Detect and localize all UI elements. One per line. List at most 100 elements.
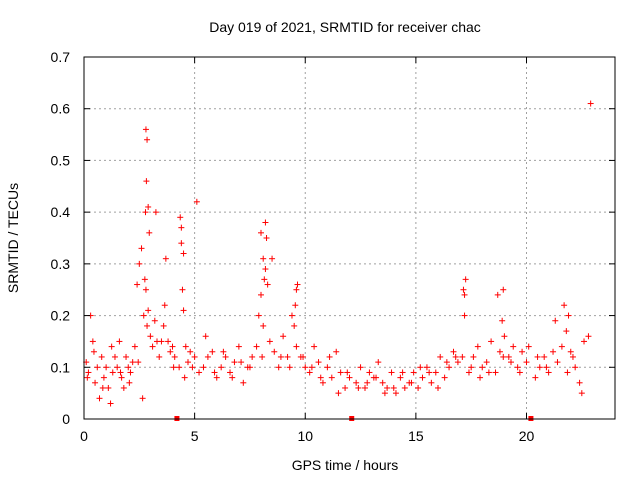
data-point — [308, 364, 315, 371]
data-point — [479, 364, 486, 371]
plot-frame — [83, 56, 616, 420]
data-point — [193, 198, 200, 205]
data-point — [142, 126, 149, 133]
data-point — [261, 276, 268, 283]
data-point — [140, 312, 147, 319]
data-point — [253, 343, 260, 350]
data-point — [258, 291, 264, 298]
data-point — [510, 343, 517, 350]
data-point — [554, 359, 561, 366]
data-point — [450, 348, 457, 355]
data-point — [294, 281, 301, 288]
data-point — [477, 374, 484, 381]
data-point — [397, 374, 404, 381]
data-point — [483, 359, 490, 366]
data-point — [468, 364, 475, 371]
data-point — [552, 317, 559, 324]
data-point — [107, 400, 114, 407]
data-point — [178, 240, 185, 247]
data-point — [470, 353, 477, 360]
x-tick-label: 10 — [297, 428, 313, 444]
data-point — [401, 384, 408, 391]
y-tick-label: 0.7 — [51, 49, 71, 65]
data-point — [541, 353, 548, 360]
data-point — [170, 364, 177, 371]
data-point — [158, 338, 165, 345]
data-point — [99, 384, 106, 391]
data-point — [204, 353, 211, 360]
x-tick-label: 0 — [80, 428, 88, 444]
data-point — [454, 359, 461, 366]
data-point — [144, 136, 151, 143]
data-point — [146, 229, 153, 236]
data-point — [145, 203, 152, 210]
data-point — [500, 353, 507, 360]
data-point — [361, 384, 368, 391]
data-point — [460, 286, 467, 293]
data-point — [344, 369, 351, 376]
data-point — [485, 369, 492, 376]
data-point — [293, 343, 300, 350]
data-point — [246, 364, 253, 371]
data-point — [328, 374, 335, 381]
data-point — [435, 384, 441, 391]
grid-lines — [84, 57, 615, 419]
data-point — [189, 364, 196, 371]
data-point — [161, 302, 168, 309]
data-point — [375, 359, 382, 366]
y-tick-label: 0.3 — [51, 256, 71, 272]
data-point — [280, 333, 287, 340]
data-point — [138, 245, 145, 252]
data-point — [131, 343, 138, 350]
data-point — [419, 374, 426, 381]
data-point — [536, 364, 543, 371]
data-point — [160, 322, 167, 329]
data-point — [293, 286, 300, 293]
y-axis-label: SRMTID / TECUs — [5, 183, 21, 293]
data-point — [319, 379, 326, 386]
data-point — [462, 276, 469, 283]
data-point — [144, 322, 151, 329]
data-point — [428, 379, 435, 386]
data-point — [379, 379, 386, 386]
data-point — [105, 384, 112, 391]
data-point — [156, 353, 163, 360]
data-point — [149, 343, 156, 350]
data-point — [181, 374, 188, 381]
x-axis-label: GPS time / hours — [292, 457, 399, 473]
data-point — [578, 390, 585, 397]
data-point — [196, 369, 203, 376]
data-point — [306, 369, 313, 376]
data-point — [581, 338, 588, 345]
data-point — [90, 348, 97, 355]
data-point — [366, 369, 373, 376]
data-point — [202, 333, 209, 340]
data-point — [100, 374, 107, 381]
data-point — [572, 364, 579, 371]
data-point — [335, 390, 342, 397]
data-point — [184, 359, 191, 366]
data-point — [286, 364, 293, 371]
data-point — [218, 364, 225, 371]
data-point — [373, 374, 380, 381]
data-point — [169, 343, 176, 350]
data-point — [399, 369, 406, 376]
data-point — [567, 348, 574, 355]
data-point — [143, 178, 150, 185]
data-point — [446, 364, 453, 371]
data-point — [426, 369, 433, 376]
data-point — [492, 369, 499, 376]
data-point — [315, 359, 322, 366]
data-point — [134, 281, 141, 288]
data-point — [516, 369, 523, 376]
data-point — [262, 219, 269, 226]
data-point — [388, 369, 395, 376]
data-point — [171, 353, 178, 360]
data-point — [342, 384, 349, 391]
data-point — [213, 374, 220, 381]
y-axis-ticks: 0 0.1 0.2 0.3 0.4 0.5 0.6 0.7 — [51, 49, 615, 427]
data-point — [96, 395, 103, 402]
data-point — [180, 307, 187, 314]
data-point — [231, 359, 238, 366]
data-point — [259, 353, 266, 360]
